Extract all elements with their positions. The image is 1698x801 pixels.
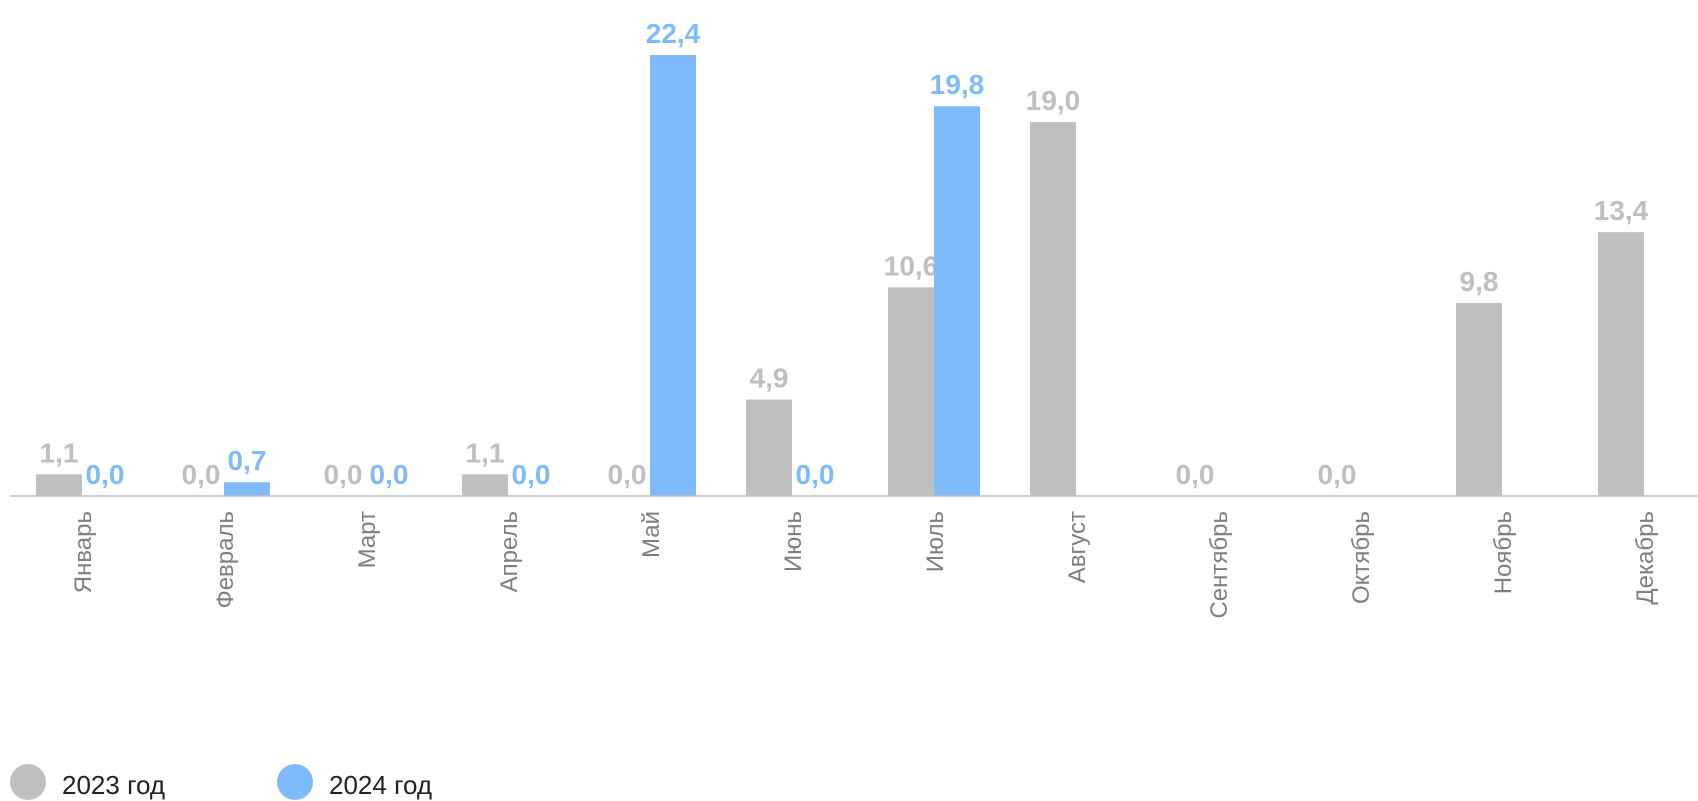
bar-2023-7	[888, 287, 934, 496]
legend-label-2024: 2024 год	[329, 770, 433, 800]
data-label-2024-3: 0,0	[370, 459, 409, 490]
data-label-2024-1: 0,0	[86, 459, 125, 490]
data-label-2023-3: 0,0	[324, 459, 363, 490]
bar-2023-11	[1456, 303, 1502, 496]
bar-2024-7	[934, 106, 980, 496]
x-tick-label-12: Декабрь	[1632, 511, 1659, 605]
data-label-2024-5: 22,4	[646, 18, 701, 49]
x-tick-label-4: Апрель	[496, 511, 523, 592]
data-label-2023-6: 4,9	[750, 363, 789, 394]
data-label-2024-7: 19,8	[930, 69, 985, 100]
data-label-2023-4: 1,1	[466, 437, 505, 468]
data-label-2023-2: 0,0	[182, 459, 221, 490]
bar-2023-12	[1598, 232, 1644, 496]
legend-label-2023: 2023 год	[62, 770, 166, 800]
x-tick-label-2: Февраль	[212, 511, 239, 609]
x-tick-label-6: Июнь	[780, 511, 807, 572]
data-label-2023-5: 0,0	[608, 459, 647, 490]
bar-2023-4	[462, 474, 508, 496]
bar-2023-6	[746, 399, 792, 496]
data-label-2023-9: 0,0	[1176, 459, 1215, 490]
x-tick-label-3: Март	[354, 511, 381, 568]
legend-swatch-2024	[277, 764, 313, 800]
data-label-2024-4: 0,0	[512, 459, 551, 490]
x-tick-label-7: Июль	[922, 511, 949, 572]
data-label-2023-8: 19,0	[1026, 85, 1081, 116]
data-label-2023-10: 0,0	[1318, 459, 1357, 490]
x-tick-label-11: Ноябрь	[1490, 511, 1517, 594]
data-label-2024-6: 0,0	[796, 459, 835, 490]
x-tick-label-8: Август	[1064, 511, 1091, 583]
data-label-2023-1: 1,1	[40, 437, 79, 468]
data-label-2023-11: 9,8	[1460, 266, 1499, 297]
bar-2023-1	[36, 474, 82, 496]
x-tick-label-10: Октябрь	[1348, 511, 1375, 604]
bar-2023-8	[1030, 121, 1076, 496]
bar-2024-2	[224, 482, 270, 496]
x-tick-label-9: Сентябрь	[1206, 511, 1233, 619]
x-tick-label-1: Январь	[70, 511, 97, 593]
data-label-2023-7: 10,6	[884, 250, 939, 281]
legend-swatch-2023	[10, 764, 46, 800]
data-label-2023-12: 13,4	[1594, 195, 1649, 226]
bar-2024-5	[650, 55, 696, 496]
x-tick-label-5: Май	[638, 511, 665, 558]
data-label-2024-2: 0,7	[228, 445, 267, 476]
